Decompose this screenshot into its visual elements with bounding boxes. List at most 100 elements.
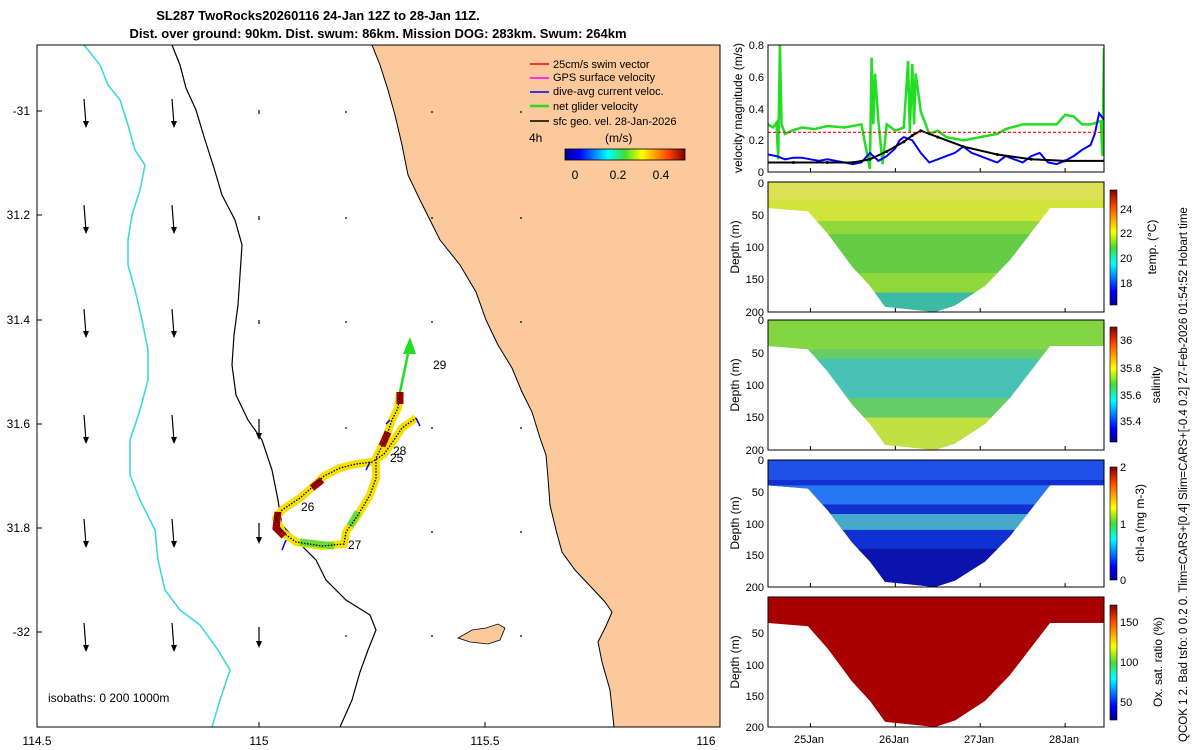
temperature-ylabel: Depth (m) (728, 220, 742, 273)
salinity-band-2 (768, 359, 1104, 398)
legend-label-gps-velocity: GPS surface velocity (553, 72, 656, 84)
oxygen-ytick-0: 50 (752, 628, 764, 640)
chlorophyll-cbar-tick-1: 1 (1120, 519, 1126, 531)
temperature-ytick-1: 50 (752, 210, 764, 222)
geo-arrow-25 (83, 518, 89, 548)
map-lon-tick-3: 115.5 (470, 734, 499, 748)
map-lat-tick-5: 31.8 (7, 521, 31, 535)
salinity-ytick-4: 200 (746, 445, 764, 457)
sfc-geo-point (995, 153, 999, 157)
sfc-geo-point (902, 140, 906, 144)
day-label-29: 29 (433, 358, 447, 372)
map-lon-tick-4: 116 (696, 734, 715, 748)
velocity-series-net-glider (768, 45, 1104, 170)
legend-interval-label: 4h (529, 131, 542, 145)
figure-title-line2: Dist. over ground: 90km. Dist. swum: 86k… (129, 26, 626, 41)
velocity-ytick-1: 0.2 (749, 135, 764, 147)
legend-label-net-glider: net glider velocity (553, 101, 638, 113)
track-line (275, 391, 417, 547)
temperature-ytick-4: 200 (746, 307, 764, 319)
current-vector-3 (415, 417, 421, 427)
temperature-ytick-0: 0 (758, 178, 764, 190)
map-lat-tick-1: -31 (13, 104, 31, 118)
coastline (371, 45, 615, 727)
time-xtick-3: 28Jan (1049, 734, 1079, 746)
legend-label-sfc-geo: sfc geo. vel. 28-Jan-2026 (553, 116, 677, 128)
glider-track (272, 337, 421, 551)
salinity-band-3 (768, 417, 1104, 450)
map-tick-marks (37, 110, 486, 727)
velocity-ytick-3: 0.6 (749, 72, 764, 84)
salinity-ytick-3: 150 (746, 412, 764, 424)
isobath-200m (171, 45, 377, 727)
track-red-segment-3 (272, 511, 287, 539)
sfc-geo-point (791, 160, 795, 164)
legend-item-sfc-geo: sfc geo. vel. 28-Jan-2026 (530, 116, 677, 128)
geo-arrow-7 (83, 204, 89, 234)
map-lon-tick-2: 115 (249, 734, 268, 748)
chlorophyll-ytick-1: 50 (752, 487, 764, 499)
island (457, 623, 506, 645)
sfc-geo-point (868, 157, 872, 161)
geo-arrow-26 (171, 518, 177, 548)
temperature-cbar-tick-2: 22 (1120, 228, 1132, 240)
current-vector-2 (281, 539, 287, 551)
legend-label-dive-current: dive-avg current veloc. (553, 86, 664, 98)
chlorophyll-band-3 (768, 548, 1104, 587)
temperature-frame (767, 181, 1105, 313)
geo-arrow-31 (83, 622, 89, 652)
salinity-frame (767, 319, 1105, 451)
geo-arrow-20 (171, 414, 177, 444)
temperature-cbar-tick-1: 20 (1120, 253, 1132, 265)
time-xtick-1: 26Jan (879, 734, 909, 746)
oxygen-ytick-2: 150 (746, 691, 764, 703)
geo-arrow-33 (256, 627, 262, 648)
velocity-ylabel: velocity magnitude (m/s) (731, 43, 745, 173)
current-vector-4 (385, 419, 391, 425)
salinity-band-1 (768, 320, 1104, 350)
velocity-ytick-0: 0 (758, 167, 764, 179)
velocity-ytick-2: 0.4 (749, 104, 764, 116)
chlorophyll-cbar-tick-0: 0 (1120, 575, 1126, 587)
legend-colorbar-tick-0: 0 (572, 168, 579, 182)
chlorophyll-band-2 (768, 513, 1104, 530)
legend-label-swim-vector: 25cm/s swim vector (553, 59, 650, 71)
sfc-geo-point (961, 145, 965, 149)
map-lat-tick-3: 31.4 (7, 313, 31, 327)
legend-item-swim-vector: 25cm/s swim vector (530, 59, 650, 71)
salinity-panel: 0 50 100 150 200 Depth (m) 35.4 35.6 35.… (728, 315, 1163, 457)
temperature-ytick-2: 100 (746, 242, 764, 254)
oxygen-colorbar (1109, 604, 1118, 721)
geo-arrow-27 (256, 523, 262, 544)
oxygen-field (768, 597, 1104, 727)
sfc-geo-point (1063, 159, 1067, 163)
geo-arrow-1 (83, 98, 89, 128)
sfc-geo-point (919, 129, 923, 133)
temperature-cbar-tick-0: 18 (1120, 278, 1132, 290)
time-tick-marks (809, 168, 1066, 727)
map-frame (36, 44, 721, 728)
chlorophyll-cbar-tick-2: 2 (1120, 462, 1126, 474)
geo-arrow-19 (83, 414, 89, 444)
current-vector-1 (365, 461, 371, 471)
oxygen-panel: 50 100 150 200 Depth (m) 50 100 150 Ox. … (728, 596, 1165, 746)
day-label-26: 26 (301, 500, 315, 514)
oxygen-ytick-1: 100 (746, 660, 764, 672)
temperature-surface-band (768, 182, 1104, 200)
salinity-ylabel: Depth (m) (728, 358, 742, 411)
side-info-text: QCOK 1 2. Bad tsfo: 0 0.2 0. Tlim=CARS+[… (1178, 207, 1190, 742)
salinity-cbar-tick-3: 36 (1120, 335, 1132, 347)
chlorophyll-cbar-label: chl-a (mg m-3) (1133, 484, 1147, 562)
oxygen-ylabel: Depth (m) (728, 635, 742, 688)
salinity-ytick-2: 100 (746, 380, 764, 392)
geo-arrow-14 (171, 308, 177, 338)
temperature-band-3 (768, 292, 1104, 312)
salinity-ytick-0: 0 (758, 315, 764, 327)
oxygen-cbar-label: Ox. sat. ratio (%) (1151, 617, 1165, 707)
legend-item-dive-current: dive-avg current veloc. (530, 86, 664, 98)
velocity-series-dive-current (768, 110, 1104, 166)
day-label-25: 25 (390, 451, 404, 465)
land-area (372, 45, 720, 727)
figure-title-line1: SL287 TwoRocks20260116 24-Jan 12Z to 28-… (156, 8, 480, 23)
oxygen-frame (767, 596, 1105, 728)
